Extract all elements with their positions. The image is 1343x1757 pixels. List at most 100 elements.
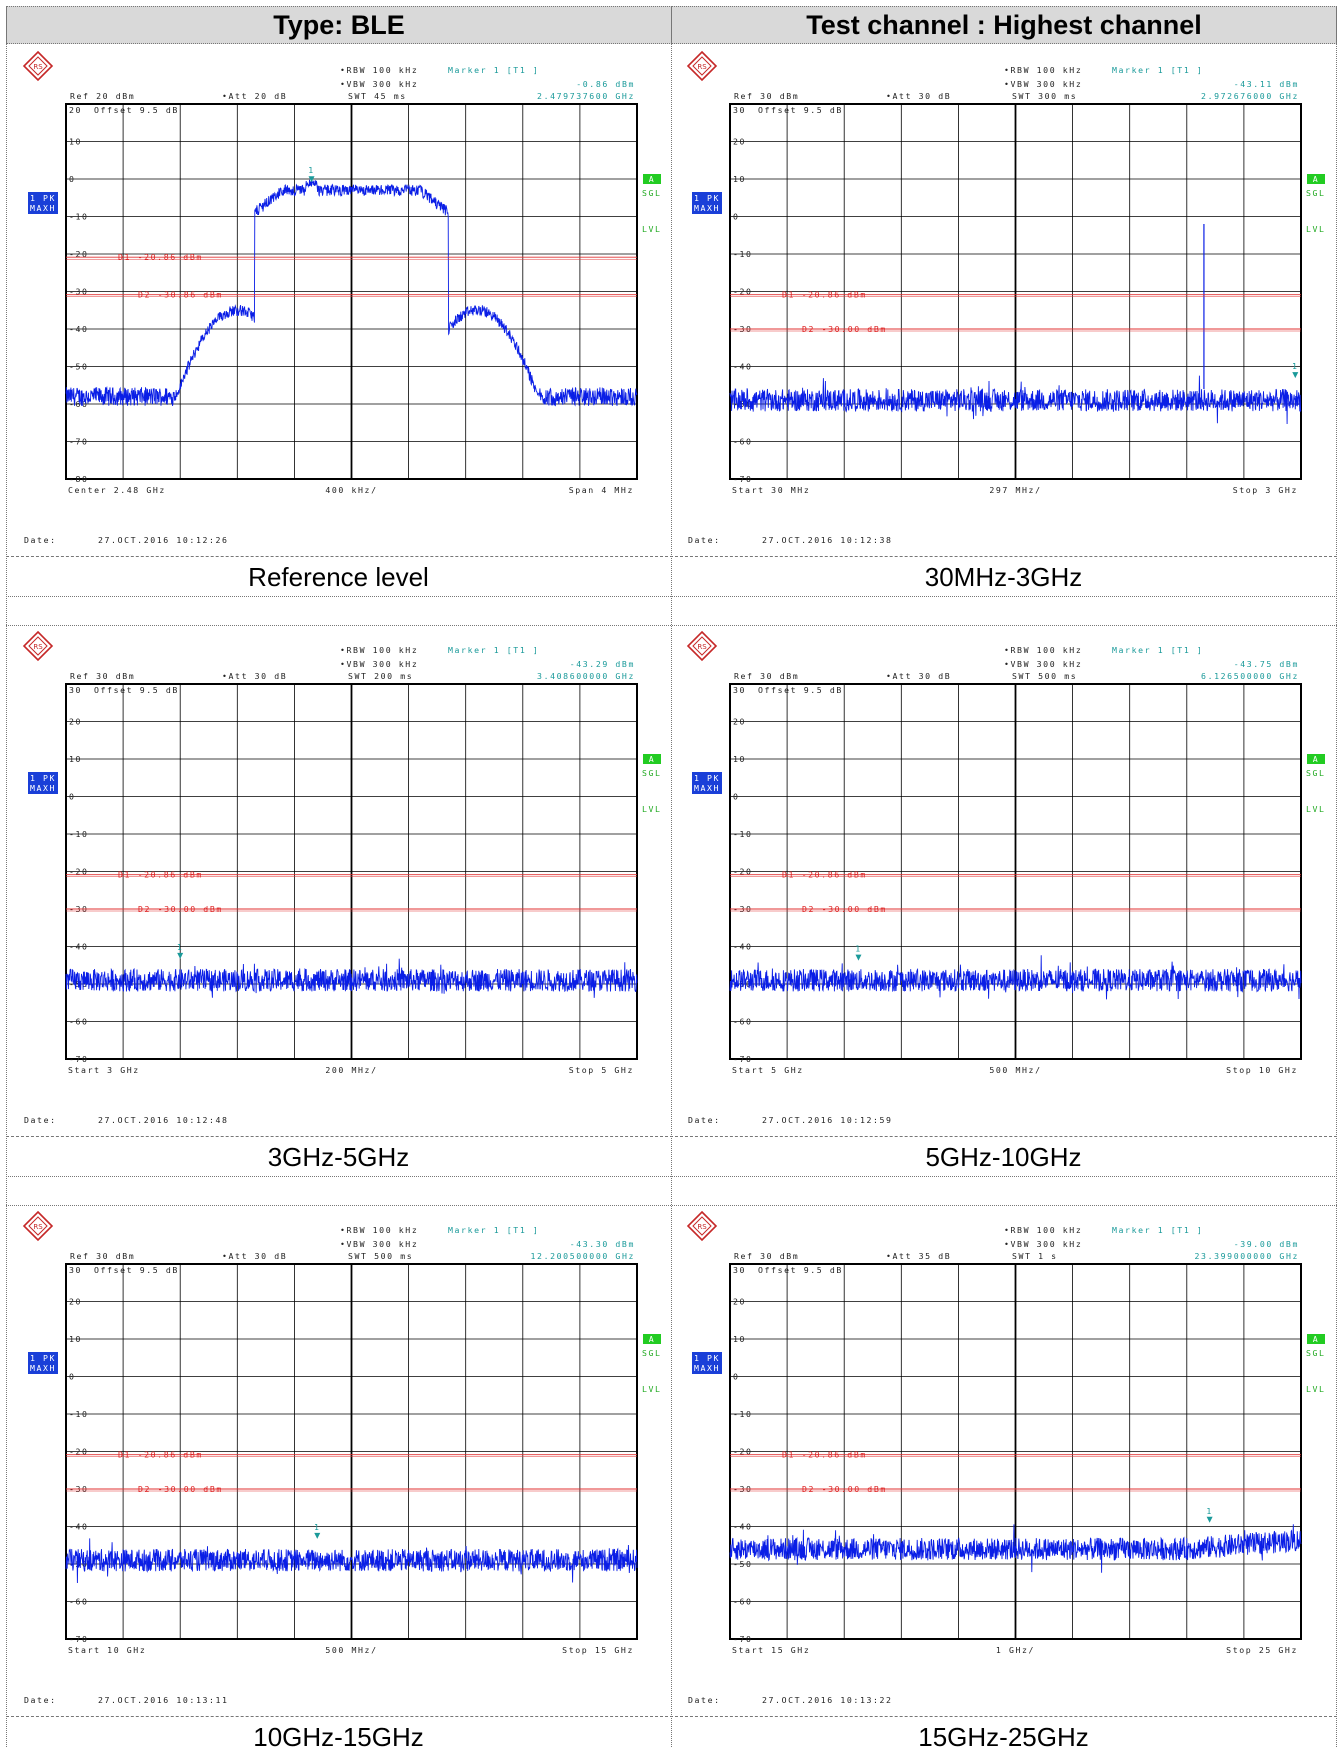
a-badge: [1307, 174, 1325, 184]
y-tick-label: -20: [69, 249, 89, 259]
y-tick-label: 0: [733, 1372, 740, 1382]
y-tick-label: -60: [69, 1017, 89, 1027]
type-header: Type: BLE: [6, 6, 672, 44]
y-tick-label: -80: [69, 474, 89, 484]
d2-limit-label: D2 -30.00 dBm: [802, 1484, 887, 1494]
date-label: Date:: [24, 535, 57, 545]
ref-level-label: Ref 30 dBm: [734, 1251, 799, 1261]
vbw-label: •VBW 300 kHz: [340, 1239, 418, 1249]
trace-badge-line1: 1 PK: [694, 193, 720, 203]
y-tick-label: -60: [733, 1017, 753, 1027]
d1-limit-label: D1 -20.86 dBm: [118, 1450, 203, 1460]
spectrum-plot: RS •RBW 100 kHz •VBW 300 kHz SWT 200 ms Mark…: [22, 630, 661, 1125]
y-tick-label: 0: [69, 1372, 76, 1382]
a-badge: [1307, 754, 1325, 764]
x-division-label: 200 MHz/: [325, 1065, 377, 1075]
trace-badge-line2: MAXH: [694, 203, 720, 213]
y-tick-label: -70: [733, 1054, 753, 1064]
row-line: [6, 625, 1337, 626]
marker-title: Marker 1 [T1 ]: [448, 645, 539, 655]
spectrum-plot: RS •RBW 100 kHz •VBW 300 kHz SWT 1 s Marker …: [686, 1210, 1325, 1705]
marker-title: Marker 1 [T1 ]: [448, 1225, 539, 1235]
swt-label: SWT 45 ms: [348, 91, 407, 101]
marker-title: Marker 1 [T1 ]: [1112, 65, 1203, 75]
marker-1: [314, 1532, 321, 1539]
y-tick-label: 0: [733, 792, 740, 802]
trace-badge: [692, 1352, 722, 1374]
x-stop-label: Stop 5 GHz: [569, 1065, 634, 1075]
x-division-label: 400 kHz/: [325, 485, 377, 495]
marker-1-label: 1: [1292, 361, 1299, 371]
swt-label: SWT 200 ms: [348, 671, 413, 681]
d2-limit-label: D2 -30.00 dBm: [138, 1484, 223, 1494]
marker-level: -43.29 dBm: [570, 659, 635, 669]
spectrum-panel-reference-level: RS •RBW 100 kHz •VBW 300 kHz SWT 45 ms Marke…: [10, 50, 670, 550]
ref-level-label: Ref 20 dBm: [70, 91, 135, 101]
x-stop-label: Stop 15 GHz: [562, 1645, 634, 1655]
trace-badge-line2: MAXH: [694, 1363, 720, 1373]
rohde-schwarz-logo: RS: [686, 50, 718, 82]
swt-label: SWT 500 ms: [348, 1251, 413, 1261]
marker-frequency: 23.399000000 GHz: [1195, 1251, 1299, 1261]
date-label: Date:: [688, 1115, 721, 1125]
lvl-label: LVL: [1306, 224, 1326, 234]
y-tick-label: -20: [733, 1447, 753, 1457]
date-value: 27.OCT.2016 10:12:38: [762, 535, 893, 545]
y-tick-label: 10: [69, 137, 82, 147]
marker-title: Marker 1 [T1 ]: [1112, 1225, 1203, 1235]
sgl-label: SGL: [1306, 768, 1326, 778]
rbw-label: •RBW 100 kHz: [340, 65, 418, 75]
x-division-label: 500 MHz/: [989, 1065, 1041, 1075]
marker-frequency: 2.479737600 GHz: [537, 91, 635, 101]
d1-limit-label: D1 -20.86 dBm: [782, 870, 867, 880]
trace-badge-line1: 1 PK: [30, 773, 56, 783]
marker-level: -0.86 dBm: [576, 79, 635, 89]
trace-badge-line2: MAXH: [694, 783, 720, 793]
y-tick-label: -40: [733, 942, 753, 952]
a-badge-label: A: [649, 174, 656, 184]
svg-text:RS: RS: [697, 63, 707, 71]
rbw-label: •RBW 100 kHz: [340, 1225, 418, 1235]
y-tick-label: -50: [69, 362, 89, 372]
x-start-label: Start 30 MHz: [732, 485, 810, 495]
y-tick-label: 30: [733, 1265, 746, 1275]
trace-badge-line2: MAXH: [30, 203, 56, 213]
y-tick-label: 0: [733, 212, 740, 222]
y-tick-label: 20: [69, 105, 82, 115]
marker-1-label: 1: [177, 942, 184, 952]
marker-1-label: 1: [314, 1522, 321, 1532]
y-tick-label: 10: [69, 754, 82, 764]
marker-frequency: 2.972676000 GHz: [1201, 91, 1299, 101]
y-tick-label: 20: [733, 717, 746, 727]
y-tick-label: -40: [69, 942, 89, 952]
spectrum-plot: RS •RBW 100 kHz •VBW 300 kHz SWT 300 ms Mark…: [686, 50, 1326, 545]
attenuation-label: •Att 30 dB: [886, 91, 951, 101]
a-badge-label: A: [649, 1334, 656, 1344]
spectrum-plot: RS •RBW 100 kHz •VBW 300 kHz SWT 45 ms Marke…: [22, 50, 662, 545]
y-tick-label: -10: [69, 212, 89, 222]
marker-level: -43.75 dBm: [1234, 659, 1299, 669]
trace-badge-line1: 1 PK: [30, 1353, 56, 1363]
vbw-label: •VBW 300 kHz: [340, 79, 418, 89]
swt-label: SWT 1 s: [1012, 1251, 1058, 1261]
sgl-label: SGL: [642, 188, 662, 198]
marker-1-label: 1: [308, 165, 315, 175]
row-line: [6, 1716, 1337, 1717]
y-tick-label: -70: [69, 1054, 89, 1064]
trace-badge: [28, 772, 58, 794]
a-badge-label: A: [649, 754, 656, 764]
ref-level-label: Ref 30 dBm: [70, 671, 135, 681]
y-tick-label: 30: [69, 1265, 82, 1275]
spectrum-panel-10ghz-15ghz: RS •RBW 100 kHz •VBW 300 kHz SWT 500 ms Mark…: [10, 1210, 670, 1710]
y-tick-label: 20: [733, 1297, 746, 1307]
y-tick-label: 0: [69, 174, 76, 184]
lvl-label: LVL: [1306, 804, 1326, 814]
y-tick-label: 10: [733, 1334, 746, 1344]
offset-label: Offset 9.5 dB: [758, 105, 843, 115]
attenuation-label: •Att 30 dB: [222, 1251, 287, 1261]
x-division-label: 500 MHz/: [325, 1645, 377, 1655]
y-tick-label: -10: [733, 1409, 753, 1419]
y-tick-label: -10: [733, 829, 753, 839]
y-tick-label: -60: [733, 437, 753, 447]
date-value: 27.OCT.2016 10:13:22: [762, 1695, 893, 1705]
